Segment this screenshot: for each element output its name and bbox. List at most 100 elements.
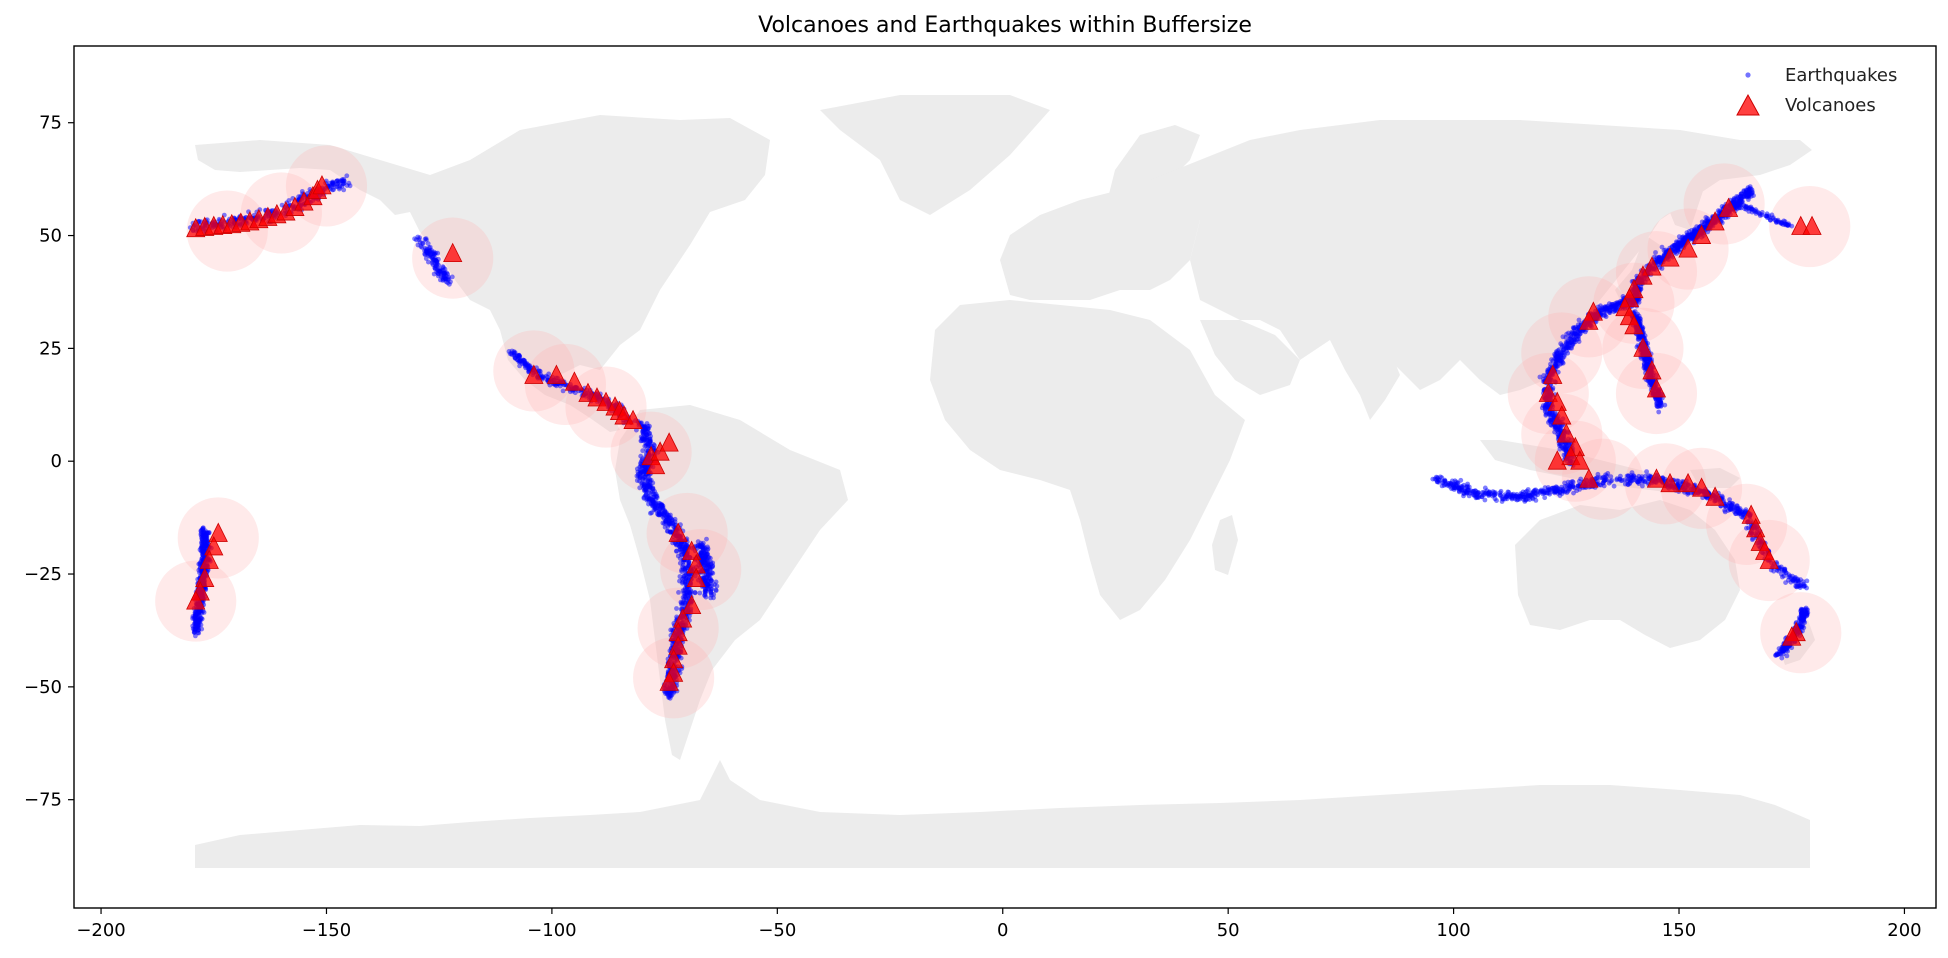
earthquake-point [670, 521, 676, 526]
earthquake-point [1503, 493, 1509, 499]
land-arabia [1200, 320, 1300, 395]
earthquake-point [1472, 488, 1478, 493]
earthquake-point [667, 529, 673, 535]
earthquake-point [702, 578, 708, 583]
earthquake-point [1550, 417, 1555, 422]
earthquake-point [194, 626, 199, 631]
earthquake-point [1499, 499, 1505, 504]
land-japan [1615, 235, 1660, 300]
earthquake-point [1604, 473, 1610, 479]
earthquake-point [638, 461, 643, 466]
earthquake-point [1702, 224, 1707, 230]
earthquake-point [1598, 482, 1604, 488]
earthquake-point [1676, 234, 1682, 240]
earthquake-point [517, 358, 523, 364]
earthquake-point [1692, 226, 1697, 232]
earthquake-point [418, 244, 424, 249]
earthquake-point [1804, 611, 1810, 617]
earthquake-point [521, 357, 527, 363]
earthquake-point [1482, 491, 1488, 497]
earthquake-point [437, 268, 443, 274]
earthquake-point [449, 274, 455, 280]
earthquake-point [1570, 330, 1576, 336]
earthquake-point [1574, 337, 1580, 342]
earthquake-point [1728, 503, 1734, 509]
earthquake-point [1533, 487, 1539, 493]
earthquake-point [344, 183, 350, 188]
earthquake-point [1612, 308, 1618, 313]
earthquake-point [1794, 584, 1800, 590]
earthquake-point [424, 248, 429, 254]
earthquake-point [1456, 484, 1461, 490]
earthquake-point [640, 448, 646, 454]
earthquake-point [205, 530, 211, 536]
earthquake-point [425, 241, 431, 247]
earthquake-point [1571, 490, 1576, 496]
earthquake-point [1525, 487, 1531, 492]
earthquake-point [704, 536, 709, 542]
earthquake-point [1691, 230, 1697, 236]
land-north-america [195, 115, 770, 375]
earthquake-point [1787, 574, 1793, 579]
earthquake-point [1512, 494, 1518, 500]
earthquake-point [697, 590, 703, 596]
earthquake-point [657, 501, 663, 506]
earthquake-point [429, 260, 435, 266]
earthquake-point [1532, 494, 1538, 499]
earthquake-point [647, 483, 653, 488]
earthquake-point [1778, 564, 1784, 570]
earthquake-point [1570, 479, 1576, 485]
land-kamchatka [1660, 160, 1710, 230]
earthquake-point [679, 569, 685, 574]
earthquake-point [1533, 498, 1539, 503]
earthquake-point [190, 616, 196, 621]
land-africa [930, 300, 1245, 620]
earthquake-point [1705, 219, 1711, 225]
earthquake-point [331, 182, 336, 188]
earthquake-point [713, 579, 719, 585]
earthquake-point [1520, 489, 1526, 495]
chart-title: Volcanoes and Earthquakes within Buffers… [758, 13, 1252, 38]
earthquake-point [197, 619, 203, 625]
earthquake-point [639, 481, 645, 487]
earthquake-point [1744, 193, 1749, 199]
earthquake-point [668, 693, 674, 699]
earthquake-point [203, 541, 208, 547]
earthquake-point [647, 430, 652, 436]
earthquake-point [1745, 185, 1751, 191]
earthquake-point [677, 578, 682, 584]
earthquake-point [1784, 653, 1790, 659]
earthquake-point [1741, 511, 1747, 516]
earthquake-point [664, 512, 670, 518]
earthquake-point [645, 426, 651, 431]
earthquake-point [1562, 484, 1568, 489]
earthquake-point [685, 592, 690, 598]
earthquake-point [1555, 429, 1561, 434]
earthquake-point [438, 277, 443, 283]
earthquake-point [1561, 350, 1567, 356]
earthquake-point [1607, 308, 1613, 314]
earthquake-point [516, 352, 522, 358]
earthquake-point [1611, 483, 1617, 489]
earthquake-point [1479, 494, 1485, 500]
earthquake-point [200, 526, 206, 532]
earthquake-point [703, 594, 709, 600]
earthquake-point [1605, 303, 1610, 309]
earthquake-point [511, 349, 517, 355]
earthquake-point [658, 512, 663, 518]
earthquake-point [635, 471, 641, 477]
earthquake-point [1482, 485, 1488, 491]
earthquake-point [1467, 490, 1473, 496]
earthquake-point [1552, 362, 1558, 368]
earthquake-point [1804, 578, 1810, 584]
earthquake-point [657, 506, 663, 511]
earthquake-point [1625, 478, 1630, 483]
earthquake-point [1780, 574, 1785, 580]
earthquake-point [1537, 374, 1543, 380]
earthquake-point [1436, 478, 1442, 483]
earthquake-point [1603, 314, 1609, 320]
earthquake-point [1550, 385, 1556, 391]
earthquake-point [1716, 209, 1722, 215]
earthquake-point [1801, 584, 1807, 589]
